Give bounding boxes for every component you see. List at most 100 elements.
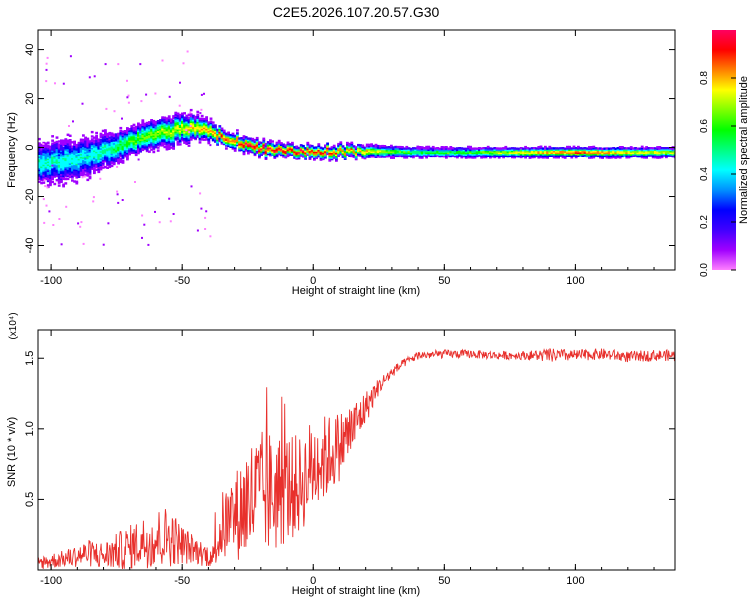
- heatmap-cell: [365, 150, 369, 154]
- heatmap-cell: [84, 145, 87, 148]
- heatmap-cell: [46, 160, 50, 164]
- heatmap-cell: [132, 150, 136, 153]
- heatmap-cell: [211, 127, 215, 130]
- heatmap-cell: [95, 142, 98, 145]
- heatmap-cell: [132, 144, 136, 147]
- heatmap-cell: [627, 153, 631, 156]
- heatmap-cell: [60, 170, 63, 173]
- heatmap-cell: [38, 137, 41, 141]
- heatmap-cell: [321, 157, 325, 161]
- heatmap-cell: [515, 154, 519, 158]
- heatmap-cell: [60, 142, 63, 145]
- heatmap-cell: [126, 127, 129, 130]
- heatmap-speckle: [200, 108, 203, 111]
- heatmap-cell: [51, 170, 54, 173]
- heatmap-cell: [236, 136, 239, 139]
- heatmap-cell: [73, 161, 76, 164]
- heatmap-cell: [66, 145, 70, 148]
- heatmap-cell: [629, 149, 633, 152]
- heatmap-cell: [88, 176, 92, 180]
- heatmap-cell: [412, 152, 415, 156]
- heatmap-cell: [95, 162, 98, 166]
- heatmap-cell: [231, 138, 235, 141]
- heatmap-cell: [667, 147, 670, 150]
- heatmap-cell: [425, 156, 428, 159]
- heatmap-cell: [403, 147, 406, 150]
- heatmap-cell: [75, 170, 79, 173]
- heatmap-cell: [462, 154, 466, 158]
- heatmap-cell: [588, 146, 591, 149]
- heatmap-cell: [332, 149, 336, 152]
- heatmap-cell: [205, 117, 208, 121]
- heatmap-cell: [66, 174, 70, 178]
- heatmap-cell: [614, 153, 618, 156]
- heatmap-cell: [82, 159, 85, 162]
- heatmap-cell: [313, 153, 316, 157]
- heatmap-cell: [68, 134, 72, 137]
- heatmap-cell: [156, 146, 160, 149]
- heatmap-cell: [354, 150, 358, 153]
- heatmap-cell: [442, 149, 446, 152]
- heatmap-cell: [53, 157, 57, 161]
- heatmap-cell: [134, 134, 138, 137]
- heatmap-cell: [185, 116, 189, 119]
- heatmap-cell: [383, 146, 387, 149]
- heatmap-cell: [264, 153, 268, 156]
- heatmap-cell: [458, 151, 461, 154]
- heatmap-cell: [62, 146, 65, 150]
- heatmap-cell: [196, 118, 200, 121]
- heatmap-cell: [568, 154, 571, 157]
- heatmap-cell: [145, 143, 149, 147]
- heatmap-cell: [108, 164, 112, 167]
- heatmap-cell: [165, 148, 169, 151]
- heatmap-cell: [108, 142, 112, 145]
- heatmap-cell: [295, 145, 299, 148]
- heatmap-cell: [420, 152, 424, 155]
- heatmap-cell: [557, 147, 560, 150]
- heatmap-cell: [196, 126, 200, 130]
- heatmap-cell: [148, 121, 151, 124]
- heatmap-cell: [44, 171, 48, 175]
- heatmap-cell: [38, 170, 41, 173]
- heatmap-cell: [176, 136, 180, 139]
- heatmap-cell: [284, 148, 288, 152]
- heatmap-cell: [150, 129, 153, 132]
- heatmap-cell: [409, 152, 413, 155]
- heatmap-cell: [500, 153, 503, 156]
- heatmap-cell: [101, 151, 105, 155]
- heatmap-cell: [112, 146, 116, 150]
- heatmap-cell: [392, 146, 395, 149]
- heatmap-cell: [101, 147, 105, 150]
- heatmap-cell: [601, 156, 604, 159]
- heatmap-cell: [566, 151, 569, 155]
- heatmap-cell: [88, 144, 92, 147]
- heatmap-cell: [86, 137, 90, 140]
- heatmap-cell: [581, 148, 585, 152]
- heatmap-cell: [343, 148, 347, 152]
- heatmap-cell: [625, 153, 629, 156]
- heatmap-cell: [513, 147, 516, 150]
- heatmap-cell: [64, 173, 68, 176]
- heatmap-cell: [95, 150, 98, 154]
- heatmap-cell: [68, 139, 72, 142]
- heatmap-cell: [332, 146, 336, 149]
- heatmap-speckle: [185, 129, 188, 132]
- heatmap-cell: [539, 154, 543, 157]
- x-tick-label: -100: [40, 275, 62, 287]
- heatmap-cell: [440, 149, 444, 152]
- heatmap-cell: [128, 153, 131, 156]
- heatmap-cell: [57, 177, 61, 180]
- heatmap-cell: [104, 140, 107, 144]
- heatmap-cell: [297, 154, 301, 157]
- heatmap-cell: [570, 147, 574, 150]
- heatmap-cell: [601, 153, 604, 156]
- heatmap-cell: [238, 143, 241, 146]
- heatmap-cell: [141, 147, 145, 150]
- heatmap-cell: [407, 151, 411, 154]
- heatmap-cell: [416, 151, 420, 154]
- heatmap-cell: [669, 148, 673, 152]
- heatmap-cell: [244, 136, 248, 139]
- heatmap-cell: [101, 134, 105, 137]
- heatmap-cell: [559, 148, 563, 151]
- heatmap-cell: [161, 122, 164, 125]
